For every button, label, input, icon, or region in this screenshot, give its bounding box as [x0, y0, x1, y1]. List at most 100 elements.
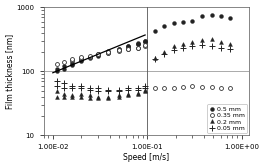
- 0.35 mm: [80, 57, 83, 59]
- 0.05 mm: [80, 87, 83, 89]
- 0.2 mm: [89, 97, 92, 99]
- 0.2 mm: [80, 93, 83, 95]
- 0.5 mm: [80, 59, 83, 61]
- 0.05 mm: [172, 49, 175, 51]
- 0.2 mm: [70, 96, 74, 98]
- 0.5 mm: [80, 58, 83, 60]
- 0.05 mm: [62, 87, 65, 89]
- 0.35 mm: [70, 58, 74, 60]
- 0.5 mm: [96, 54, 100, 56]
- 0.5 mm: [127, 46, 130, 48]
- 0.05 mm: [144, 86, 147, 88]
- 0.05 mm: [229, 48, 232, 50]
- 0.5 mm: [70, 61, 74, 63]
- 0.5 mm: [219, 15, 222, 17]
- 0.35 mm: [210, 87, 213, 89]
- 0.2 mm: [219, 41, 222, 43]
- 0.05 mm: [136, 89, 139, 91]
- 0.35 mm: [80, 56, 83, 58]
- 0.5 mm: [200, 16, 204, 18]
- 0.5 mm: [62, 65, 65, 67]
- 0.2 mm: [89, 95, 92, 97]
- 0.35 mm: [127, 48, 130, 50]
- 0.35 mm: [172, 87, 175, 89]
- 0.05 mm: [136, 87, 139, 89]
- 0.35 mm: [219, 88, 222, 90]
- 0.05 mm: [62, 82, 65, 84]
- 0.2 mm: [210, 38, 213, 40]
- Legend: 0.5 mm, 0.35 mm, 0.2 mm, 0.05 mm: 0.5 mm, 0.35 mm, 0.2 mm, 0.05 mm: [207, 104, 247, 133]
- 0.05 mm: [162, 52, 166, 54]
- 0.35 mm: [229, 88, 232, 90]
- 0.2 mm: [162, 51, 166, 53]
- 0.05 mm: [55, 85, 58, 87]
- 0.5 mm: [127, 45, 130, 47]
- Line: 0.35 mm: 0.35 mm: [55, 43, 232, 90]
- 0.5 mm: [191, 20, 194, 22]
- 0.2 mm: [191, 41, 194, 43]
- 0.35 mm: [191, 86, 194, 88]
- 0.35 mm: [106, 51, 109, 53]
- 0.35 mm: [96, 52, 100, 54]
- 0.5 mm: [89, 57, 92, 59]
- 0.2 mm: [117, 95, 120, 97]
- 0.5 mm: [229, 17, 232, 19]
- 0.05 mm: [191, 45, 194, 47]
- 0.2 mm: [200, 39, 204, 41]
- Line: 0.2 mm: 0.2 mm: [55, 37, 232, 100]
- X-axis label: Speed [m/s]: Speed [m/s]: [123, 153, 169, 162]
- 0.05 mm: [182, 47, 185, 49]
- 0.2 mm: [172, 45, 175, 47]
- 0.5 mm: [89, 56, 92, 58]
- 0.35 mm: [144, 44, 147, 46]
- 0.35 mm: [89, 56, 92, 58]
- 0.5 mm: [55, 68, 58, 70]
- 0.5 mm: [89, 56, 92, 58]
- 0.2 mm: [144, 89, 147, 91]
- 0.35 mm: [70, 59, 74, 61]
- 0.2 mm: [80, 96, 83, 98]
- 0.5 mm: [136, 43, 139, 45]
- 0.5 mm: [127, 45, 130, 47]
- 0.05 mm: [117, 90, 120, 92]
- 0.2 mm: [62, 93, 65, 95]
- 0.05 mm: [127, 88, 130, 90]
- 0.5 mm: [106, 52, 109, 54]
- 0.2 mm: [62, 96, 65, 98]
- 0.05 mm: [96, 90, 100, 92]
- 0.2 mm: [136, 92, 139, 94]
- 0.5 mm: [153, 30, 156, 32]
- 0.05 mm: [96, 87, 100, 89]
- 0.2 mm: [117, 96, 120, 98]
- 0.5 mm: [117, 48, 120, 50]
- 0.35 mm: [89, 55, 92, 57]
- 0.35 mm: [96, 53, 100, 55]
- 0.2 mm: [106, 97, 109, 99]
- 0.35 mm: [182, 86, 185, 88]
- 0.5 mm: [62, 68, 65, 70]
- 0.5 mm: [136, 42, 139, 44]
- 0.05 mm: [127, 89, 130, 91]
- 0.5 mm: [106, 51, 109, 53]
- 0.35 mm: [136, 47, 139, 49]
- Line: 0.5 mm: 0.5 mm: [55, 13, 232, 73]
- 0.35 mm: [136, 47, 139, 49]
- 0.5 mm: [55, 70, 58, 72]
- 0.5 mm: [96, 53, 100, 55]
- 0.05 mm: [70, 85, 74, 87]
- Line: 0.05 mm: 0.05 mm: [54, 43, 233, 93]
- 0.5 mm: [117, 49, 120, 51]
- 0.05 mm: [106, 89, 109, 91]
- 0.5 mm: [96, 55, 100, 57]
- 0.2 mm: [106, 96, 109, 98]
- 0.5 mm: [70, 63, 74, 65]
- 0.05 mm: [144, 87, 147, 89]
- 0.5 mm: [106, 50, 109, 52]
- 0.5 mm: [172, 23, 175, 25]
- 0.2 mm: [55, 90, 58, 92]
- 0.35 mm: [162, 87, 166, 89]
- 0.2 mm: [127, 95, 130, 97]
- 0.35 mm: [127, 48, 130, 50]
- 0.35 mm: [117, 50, 120, 52]
- 0.2 mm: [55, 96, 58, 98]
